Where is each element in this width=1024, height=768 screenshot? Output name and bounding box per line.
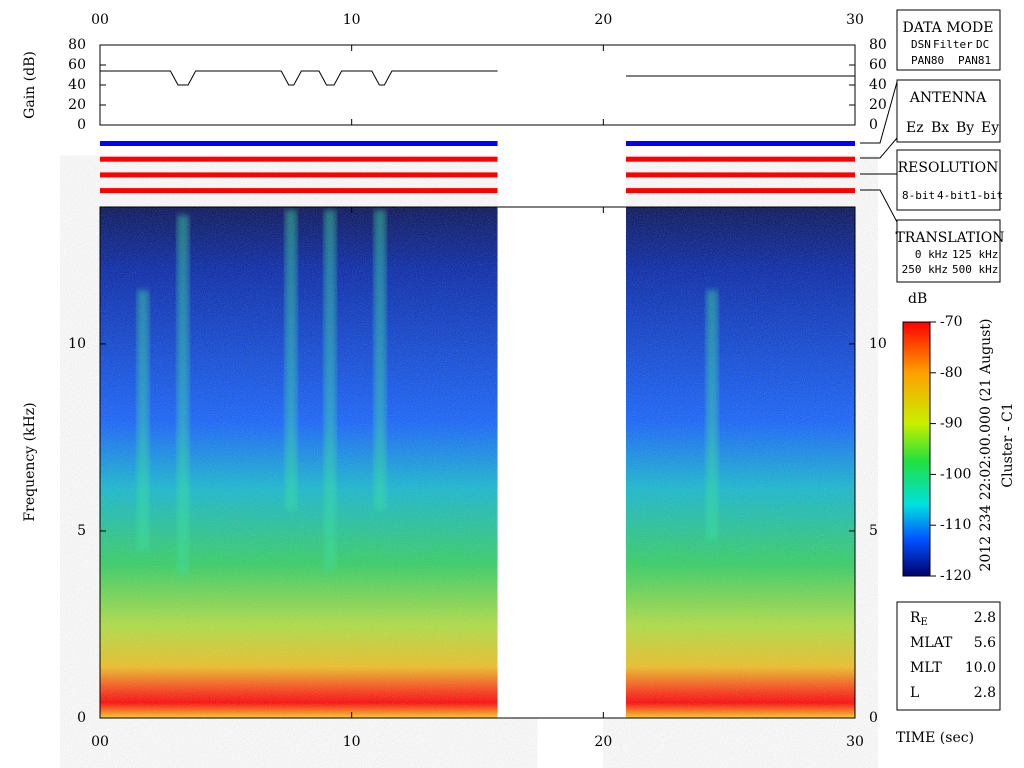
channel-bar [100,188,498,194]
y-tick-label: 60 [869,57,887,73]
emission [137,290,149,550]
gain-line [100,70,855,86]
panel-item: DSN [911,38,931,51]
y-tick-label: 5 [869,523,878,539]
panel-item: PAN81 [958,54,991,67]
x-tick-label: 30 [846,12,864,28]
x-axis-label: TIME (sec) [896,730,974,746]
x-tick-label: 00 [91,12,109,28]
x-tick-label: 10 [343,734,361,750]
info-value: 5.6 [974,635,996,651]
panel-item: 500 kHz [952,263,998,276]
colorbar-tick-label: -90 [940,416,963,432]
y-tick-label: 10 [869,336,887,352]
panel-item: 1-bit [970,189,1003,202]
x-tick-label: 20 [594,734,612,750]
info-label: RE [910,610,928,628]
colorbar-tick-label: -80 [940,365,963,381]
panel-item: By [956,120,974,136]
y-tick-label: 0 [77,117,86,133]
panel-title: RESOLUTION [898,160,999,176]
y-tick-label: 20 [869,97,887,113]
y-tick-label: 0 [869,117,878,133]
channel-bar [100,172,498,178]
panel-item: PAN80 [911,54,944,67]
chart-title: 2012 234 22:02:00.000 (21 August) [978,319,994,572]
emission [324,210,336,570]
y-tick-label: 40 [869,77,887,93]
y-axis-label: Frequency (kHz) [22,402,38,521]
panel-item: Ez [906,120,924,136]
info-value: 10.0 [965,660,996,676]
x-tick-label: 00 [91,734,109,750]
y-tick-label: 40 [68,77,86,93]
y-tick-label: 0 [869,710,878,726]
info-label: MLT [910,660,942,676]
gap [497,137,626,718]
colorbar [902,321,931,577]
info-value: 2.8 [974,610,996,626]
panel-item: Bx [931,120,949,136]
x-tick-label: 20 [594,12,612,28]
emission [706,290,718,540]
panel-item: 0 kHz [915,248,948,261]
colorbar-label: dB [908,291,927,307]
info-sub: E [921,617,928,628]
channel-bar [625,156,855,162]
emission [177,215,189,575]
x-tick-label: 10 [343,12,361,28]
panel-item: 8-bit [902,189,935,202]
panel-item: Filter [933,38,973,51]
colorbar-tick-label: -110 [940,517,971,533]
channel-bar [100,156,498,162]
panel-item: 250 kHz [902,263,948,276]
channel-bar [625,172,855,178]
spectrogram-noise [100,207,498,718]
panel-title: TRANSLATION [895,230,1004,246]
colorbar-tick-label: -100 [940,466,971,482]
panel-title: ANTENNA [909,90,987,106]
plot-frame [99,44,856,126]
y-tick-label: 80 [869,37,887,53]
x-tick-label: 30 [846,734,864,750]
colorbar-tick-label: -70 [940,314,963,330]
emission [285,210,297,510]
channel-bar [100,141,498,146]
y-tick-label: 10 [68,336,86,352]
chart-subtitle: Cluster - C1 [1000,402,1016,487]
y-tick-label: 60 [68,57,86,73]
side-panels [896,9,1001,711]
y-axis-label: Gain (dB) [22,51,38,119]
panel-title: DATA MODE [903,20,994,36]
y-tick-label: 20 [68,97,86,113]
panel-item: DC [976,38,989,51]
colorbar-tick-label: -120 [940,568,971,584]
info-label: L [910,685,919,701]
connectors [860,81,898,223]
panel-item: 125 kHz [952,248,998,261]
emission [374,210,386,510]
panel-item: Ey [981,120,999,136]
channel-bar [625,141,855,146]
y-tick-label: 0 [77,710,86,726]
info-label: MLAT [910,635,953,651]
info-label: R [910,610,921,626]
info-value: 2.8 [974,685,996,701]
y-tick-label: 5 [77,523,86,539]
y-tick-label: 80 [68,37,86,53]
panel-item: 4-bit [937,189,970,202]
channel-bar [625,188,855,194]
spectrogram-noise [625,207,855,718]
